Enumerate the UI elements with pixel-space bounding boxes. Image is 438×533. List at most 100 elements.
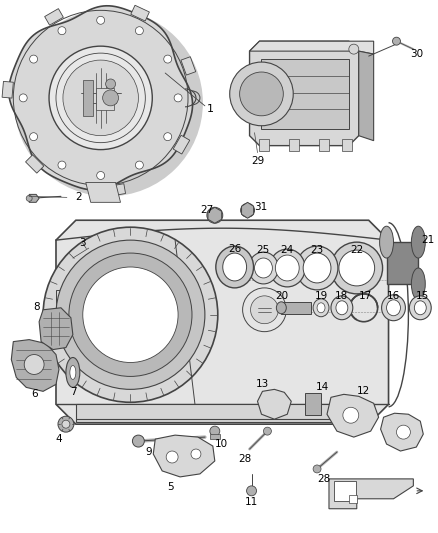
- Bar: [387, 242, 418, 284]
- Circle shape: [210, 426, 220, 436]
- Bar: [76, 404, 374, 422]
- Ellipse shape: [336, 301, 348, 315]
- Polygon shape: [173, 135, 190, 154]
- Ellipse shape: [339, 250, 374, 286]
- Polygon shape: [327, 394, 378, 437]
- Polygon shape: [9, 6, 193, 190]
- Polygon shape: [242, 203, 254, 218]
- Circle shape: [102, 90, 119, 106]
- Bar: [259, 139, 269, 151]
- Bar: [305, 393, 321, 415]
- Text: 28: 28: [238, 454, 251, 464]
- Polygon shape: [258, 389, 291, 419]
- Polygon shape: [250, 41, 374, 54]
- Circle shape: [164, 55, 172, 63]
- Text: 24: 24: [281, 245, 294, 255]
- Text: 5: 5: [167, 482, 173, 492]
- Text: 3: 3: [79, 238, 86, 248]
- Text: 1: 1: [206, 104, 213, 114]
- Ellipse shape: [411, 226, 425, 258]
- Text: 7: 7: [71, 387, 77, 397]
- Text: 17: 17: [359, 291, 372, 301]
- Ellipse shape: [223, 253, 247, 281]
- Text: 21: 21: [422, 235, 435, 245]
- Circle shape: [30, 133, 38, 141]
- Text: 23: 23: [311, 245, 324, 255]
- Ellipse shape: [70, 366, 76, 379]
- Circle shape: [135, 161, 143, 169]
- Ellipse shape: [276, 255, 299, 281]
- Polygon shape: [56, 290, 69, 340]
- Ellipse shape: [296, 246, 338, 290]
- Text: 13: 13: [256, 379, 269, 390]
- Bar: [83, 80, 93, 116]
- Bar: [210, 434, 220, 439]
- Circle shape: [26, 196, 32, 201]
- Circle shape: [19, 94, 27, 102]
- Circle shape: [247, 486, 257, 496]
- Ellipse shape: [66, 358, 80, 387]
- Circle shape: [43, 227, 218, 402]
- Circle shape: [392, 37, 400, 45]
- Ellipse shape: [331, 296, 353, 320]
- Polygon shape: [208, 207, 222, 223]
- Polygon shape: [153, 435, 215, 477]
- Circle shape: [349, 44, 359, 54]
- Bar: [334, 481, 356, 501]
- Ellipse shape: [317, 303, 325, 313]
- Text: 6: 6: [31, 389, 38, 399]
- Ellipse shape: [14, 10, 203, 196]
- Circle shape: [132, 435, 145, 447]
- Bar: [319, 139, 329, 151]
- Polygon shape: [329, 479, 413, 508]
- Circle shape: [58, 416, 74, 432]
- Ellipse shape: [269, 249, 305, 287]
- Circle shape: [97, 17, 105, 25]
- Text: 2: 2: [75, 192, 82, 203]
- Text: 10: 10: [215, 439, 228, 449]
- Ellipse shape: [414, 301, 426, 315]
- Circle shape: [97, 172, 105, 180]
- Ellipse shape: [411, 268, 425, 300]
- Text: 25: 25: [256, 245, 269, 255]
- Text: 14: 14: [315, 382, 328, 392]
- Text: 18: 18: [335, 291, 349, 301]
- Ellipse shape: [249, 252, 278, 284]
- Circle shape: [56, 240, 205, 389]
- Circle shape: [106, 79, 116, 89]
- Polygon shape: [25, 155, 44, 173]
- Bar: [349, 495, 357, 503]
- Text: 9: 9: [145, 447, 152, 457]
- Polygon shape: [261, 59, 349, 129]
- Circle shape: [24, 354, 44, 375]
- Polygon shape: [86, 182, 120, 203]
- Circle shape: [396, 425, 410, 439]
- Circle shape: [251, 296, 278, 324]
- Circle shape: [69, 253, 192, 376]
- Circle shape: [313, 465, 321, 473]
- Circle shape: [164, 133, 172, 141]
- Text: 27: 27: [200, 205, 213, 215]
- Circle shape: [83, 267, 178, 362]
- Text: 19: 19: [314, 291, 328, 301]
- Polygon shape: [131, 5, 149, 21]
- Circle shape: [207, 207, 223, 223]
- Text: 15: 15: [416, 291, 429, 301]
- Ellipse shape: [313, 299, 329, 317]
- Text: 22: 22: [350, 245, 364, 255]
- Bar: [289, 139, 299, 151]
- Ellipse shape: [410, 296, 431, 320]
- Ellipse shape: [387, 300, 400, 316]
- Circle shape: [230, 62, 293, 126]
- Circle shape: [264, 427, 272, 435]
- Circle shape: [30, 55, 38, 63]
- Circle shape: [49, 46, 152, 150]
- Text: 20: 20: [275, 291, 288, 301]
- Circle shape: [135, 27, 143, 35]
- Ellipse shape: [381, 295, 406, 321]
- Circle shape: [343, 407, 359, 423]
- Ellipse shape: [254, 258, 272, 278]
- Ellipse shape: [276, 302, 286, 314]
- Ellipse shape: [380, 226, 393, 258]
- Bar: [281, 302, 311, 314]
